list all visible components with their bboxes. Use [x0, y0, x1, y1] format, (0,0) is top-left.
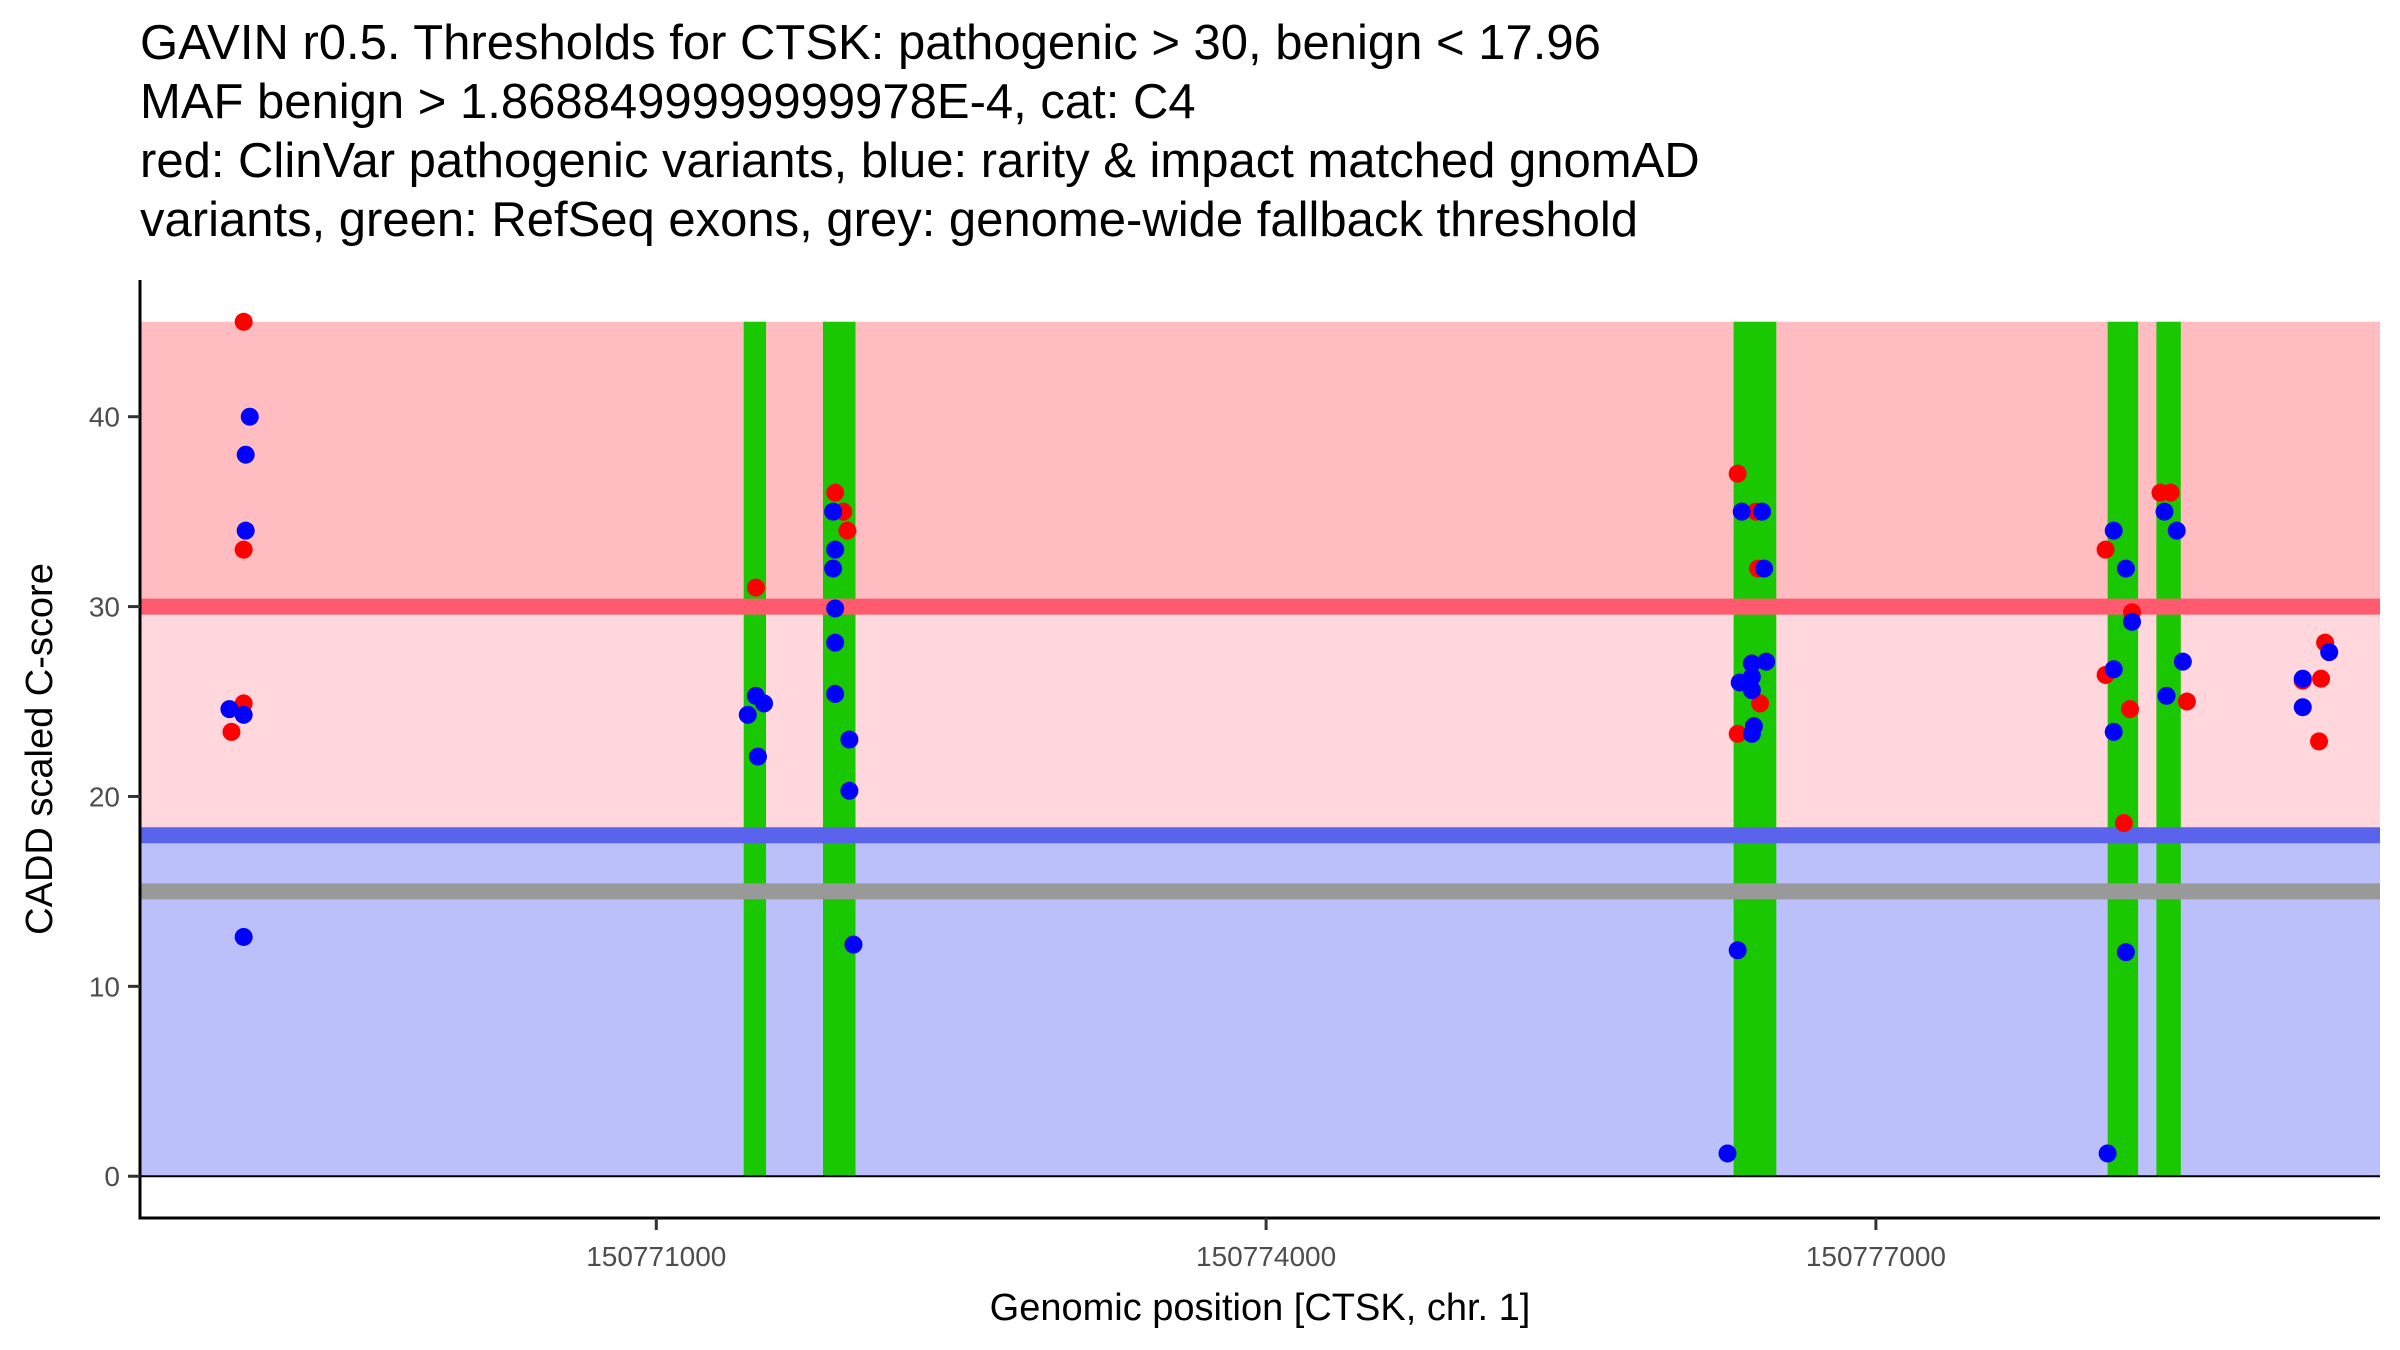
gnomad-point-19 — [844, 935, 863, 954]
clinvar-point-1 — [234, 312, 253, 331]
clinvar-point-4 — [222, 722, 241, 741]
gnomad-point-40 — [2167, 521, 2186, 540]
y-tick-label-40: 40 — [89, 402, 120, 433]
clinvar-point-9 — [1728, 464, 1747, 483]
gnomad-point-23 — [1742, 654, 1761, 673]
title-line-1: GAVIN r0.5. Thresholds for CTSK: pathoge… — [140, 16, 1601, 70]
axis-ticks: 0 10 20 30 40 150771000 150774000 150777000 — [89, 402, 1946, 1272]
gnomad-point-12 — [826, 540, 845, 559]
gnomad-point-13 — [824, 559, 843, 578]
gnomad-point-21 — [1753, 502, 1772, 521]
clinvar-point-12 — [1751, 694, 1770, 713]
gnomad-point-24 — [1757, 652, 1776, 671]
gnomad-point-29 — [1742, 724, 1761, 743]
gnomad-point-33 — [2116, 559, 2135, 578]
axes — [138, 280, 2380, 1220]
clinvar-point-13 — [1728, 724, 1747, 743]
y-tick-label-30: 30 — [89, 592, 120, 623]
gnomad-point-22 — [1755, 559, 1774, 578]
clinvar-point-2 — [234, 540, 253, 559]
gnomad-point-36 — [2116, 943, 2135, 962]
gnomad-point-15 — [826, 633, 845, 652]
exon-bar-5 — [2156, 321, 2181, 1177]
x-tick-label-3: 150777000 — [1806, 1241, 1946, 1272]
gnomad-point-1 — [240, 407, 259, 426]
gnomad-point-20 — [1732, 502, 1751, 521]
gnomad-point-18 — [840, 781, 859, 800]
gnomad-point-43 — [2293, 669, 2312, 688]
threshold-lines — [140, 598, 2380, 900]
clinvar-point-14 — [2096, 540, 2115, 559]
title-line-4: variants, green: RefSeq exons, grey: gen… — [140, 193, 1639, 247]
chart-title: GAVIN r0.5. Thresholds for CTSK: pathoge… — [140, 14, 2380, 250]
x-axis-title: Genomic position [CTSK, chr. 1] — [990, 1287, 1531, 1329]
gnomad-point-6 — [234, 927, 253, 946]
gnomad-point-38 — [2123, 612, 2142, 631]
gnomad-point-27 — [1742, 681, 1761, 700]
gnomad-point-2 — [236, 445, 255, 464]
gnomad-point-17 — [840, 730, 859, 749]
clinvar-point-16 — [2114, 814, 2133, 833]
clinvar-point-23 — [2312, 669, 2331, 688]
gnomad-point-45 — [2320, 643, 2339, 662]
title-line-2: MAF benign > 1.8688499999999978E-4, cat:… — [140, 75, 1196, 129]
title-line-3: red: ClinVar pathogenic variants, blue: … — [140, 134, 1700, 188]
exon-bar-3 — [1733, 321, 1777, 1177]
gnomad-point-9 — [748, 747, 767, 766]
clinvar-point-21 — [2177, 692, 2196, 711]
clinvar-point-8 — [838, 521, 857, 540]
y-tick-label-10: 10 — [89, 971, 120, 1002]
clinvar-point-5 — [746, 578, 765, 597]
uncertain-zone-band — [140, 606, 2380, 836]
gnomad-point-34 — [2104, 660, 2123, 679]
gnomad-point-11 — [824, 502, 843, 521]
gnomad-point-39 — [2155, 502, 2174, 521]
gnomad-point-3 — [236, 521, 255, 540]
y-axis-title: CADD scaled C-score — [19, 563, 61, 935]
clinvar-point-6 — [826, 483, 845, 502]
gnomad-point-7 — [738, 705, 757, 724]
pathogenic-zone-band — [140, 321, 2380, 607]
y-tick-label-0: 0 — [104, 1161, 120, 1192]
gnomad-point-16 — [826, 684, 845, 703]
gnomad-point-31 — [1718, 1144, 1737, 1163]
clinvar-point-20 — [2161, 483, 2180, 502]
gnomad-point-4 — [220, 700, 239, 719]
exon-bars — [743, 321, 2181, 1177]
variant-points — [220, 312, 2339, 1163]
gnomad-point-30 — [1728, 941, 1747, 960]
gnomad-point-32 — [2104, 521, 2123, 540]
exon-bar-2 — [822, 321, 856, 1177]
gnomad-point-14 — [826, 599, 845, 618]
x-tick-label-1: 150771000 — [586, 1241, 726, 1272]
gnomad-point-10 — [755, 694, 774, 713]
gnomad-point-26 — [1742, 667, 1761, 686]
gnomad-point-37 — [2098, 1144, 2117, 1163]
gnomad-point-5 — [234, 705, 253, 724]
exon-bar-4 — [2107, 321, 2139, 1177]
clinvar-point-24 — [2310, 732, 2329, 751]
gnomad-point-41 — [2173, 652, 2192, 671]
threshold-bands — [140, 321, 2380, 1177]
y-tick-label-20: 20 — [89, 781, 120, 812]
clinvar-point-18 — [2120, 700, 2139, 719]
gnomad-point-42 — [2157, 686, 2176, 705]
gnomad-point-35 — [2104, 722, 2123, 741]
x-tick-label-2: 150774000 — [1196, 1241, 1336, 1272]
gnomad-point-44 — [2293, 698, 2312, 717]
